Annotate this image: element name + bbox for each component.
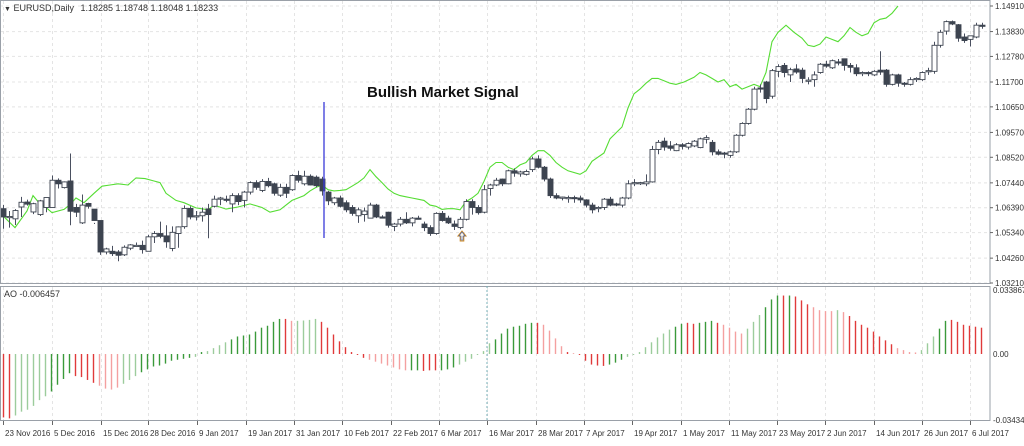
svg-text:0.00: 0.00 (993, 350, 1009, 359)
price-axis[interactable]: 1.14910 1.13830 1.12780 1.11700 1.10650 1.095… (990, 2, 1024, 288)
bullish-signal-annotation: Bullish Market Signal (367, 84, 519, 101)
svg-text:11 May 2017: 11 May 2017 (731, 429, 777, 438)
symbol-header[interactable]: ▼ EURUSD,Daily 1.18285 1.18748 1.18048 1… (4, 3, 218, 13)
svg-text:5 Dec 2016: 5 Dec 2016 (54, 429, 95, 438)
svg-text:1.12780: 1.12780 (995, 52, 1024, 61)
svg-text:1.11700: 1.11700 (995, 78, 1024, 87)
svg-text:1.07440: 1.07440 (995, 179, 1024, 188)
svg-text:1.08520: 1.08520 (995, 153, 1024, 162)
svg-text:19 Jan 2017: 19 Jan 2017 (248, 429, 293, 438)
ao-axis[interactable]: 0.033867 0.00 -0.034341 (993, 286, 1024, 425)
svg-text:2 Jun 2017: 2 Jun 2017 (827, 429, 867, 438)
svg-text:16 Mar 2017: 16 Mar 2017 (489, 429, 534, 438)
svg-text:1.03210: 1.03210 (995, 279, 1024, 288)
ao-indicator-label: AO -0.006457 (4, 289, 61, 299)
svg-text:10 Feb 2017: 10 Feb 2017 (344, 429, 389, 438)
svg-text:6 Jul 2017: 6 Jul 2017 (972, 429, 1009, 438)
svg-text:1.14910: 1.14910 (995, 2, 1024, 11)
awesome-oscillator-histogram (2, 295, 983, 419)
svg-text:9 Jan 2017: 9 Jan 2017 (199, 429, 239, 438)
svg-text:1.10650: 1.10650 (995, 103, 1024, 112)
candlesticks (0, 20, 986, 262)
svg-text:1 May 2017: 1 May 2017 (683, 429, 725, 438)
svg-text:7 Apr 2017: 7 Apr 2017 (586, 429, 625, 438)
triangle-down-icon[interactable]: ▼ (4, 6, 11, 13)
chart-frame (0, 0, 991, 421)
svg-text:28 Dec 2016: 28 Dec 2016 (150, 429, 196, 438)
grid-lines (0, 1, 990, 421)
svg-text:14 Jun 2017: 14 Jun 2017 (876, 429, 921, 438)
svg-text:1.05340: 1.05340 (995, 229, 1024, 238)
svg-text:1.13830: 1.13830 (995, 28, 1024, 37)
svg-text:15 Dec 2016: 15 Dec 2016 (103, 429, 149, 438)
svg-text:6 Mar 2017: 6 Mar 2017 (441, 429, 482, 438)
svg-text:1.06390: 1.06390 (995, 204, 1024, 213)
up-arrow-icon[interactable] (456, 230, 468, 242)
svg-text:22 Feb 2017: 22 Feb 2017 (393, 429, 438, 438)
svg-text:19 Apr 2017: 19 Apr 2017 (634, 429, 678, 438)
svg-text:-0.034341: -0.034341 (993, 416, 1024, 425)
moving-average-line (2, 5, 899, 229)
svg-text:31 Jan 2017: 31 Jan 2017 (296, 429, 341, 438)
svg-text:1.04260: 1.04260 (995, 254, 1024, 263)
svg-text:23 May 2017: 23 May 2017 (779, 429, 826, 438)
svg-text:23 Nov 2016: 23 Nov 2016 (5, 429, 51, 438)
svg-text:26 Jun 2017: 26 Jun 2017 (924, 429, 969, 438)
time-axis[interactable]: 23 Nov 2016 5 Dec 2016 15 Dec 2016 28 Dec 2… (3, 421, 1010, 438)
svg-text:1.09570: 1.09570 (995, 128, 1024, 137)
svg-text:0.033867: 0.033867 (993, 286, 1024, 295)
ohlc-values: 1.18285 1.18748 1.18048 1.18233 (80, 3, 219, 13)
svg-text:28 Mar 2017: 28 Mar 2017 (538, 429, 583, 438)
symbol-title: EURUSD,Daily (13, 3, 74, 13)
